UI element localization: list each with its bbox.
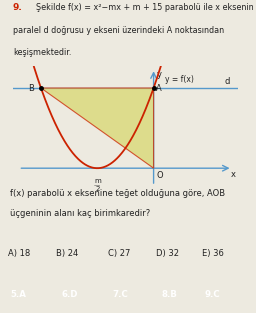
- Text: B: B: [28, 84, 34, 93]
- Text: A: A: [156, 84, 162, 93]
- Text: üçgeninin alanı kaç birimkaredir?: üçgeninin alanı kaç birimkaredir?: [10, 209, 151, 218]
- Text: 9.C: 9.C: [205, 290, 220, 299]
- Text: —: —: [94, 183, 100, 188]
- Text: O: O: [156, 171, 163, 180]
- Text: d: d: [225, 77, 230, 86]
- Polygon shape: [41, 88, 154, 168]
- Text: y = f(x): y = f(x): [165, 74, 194, 84]
- Text: x: x: [231, 170, 236, 179]
- Text: 6.D: 6.D: [61, 290, 78, 299]
- Text: B) 24: B) 24: [56, 249, 79, 258]
- Text: E) 36: E) 36: [202, 249, 224, 258]
- Text: D) 32: D) 32: [156, 249, 179, 258]
- Text: C) 27: C) 27: [108, 249, 130, 258]
- Text: 2: 2: [95, 187, 100, 192]
- Text: 8.B: 8.B: [161, 290, 177, 299]
- Text: keşişmektedir.: keşişmektedir.: [13, 48, 71, 57]
- Text: m: m: [94, 178, 101, 184]
- Text: 5.A: 5.A: [10, 290, 26, 299]
- Text: 7.C: 7.C: [113, 290, 129, 299]
- Text: A) 18: A) 18: [8, 249, 30, 258]
- Text: f(x) parabolü x eksenine teğet olduğuna göre, AOB: f(x) parabolü x eksenine teğet olduğuna …: [10, 189, 225, 198]
- Text: y: y: [156, 70, 162, 79]
- Text: Şekilde f(x) = x²−mx + m + 15 parabolü ile x eksenin: Şekilde f(x) = x²−mx + m + 15 parabolü i…: [36, 3, 253, 13]
- Text: paralel d doğrusu y ekseni üzerindeki A noktasından: paralel d doğrusu y ekseni üzerindeki A …: [13, 26, 224, 35]
- Text: 9.: 9.: [13, 3, 23, 13]
